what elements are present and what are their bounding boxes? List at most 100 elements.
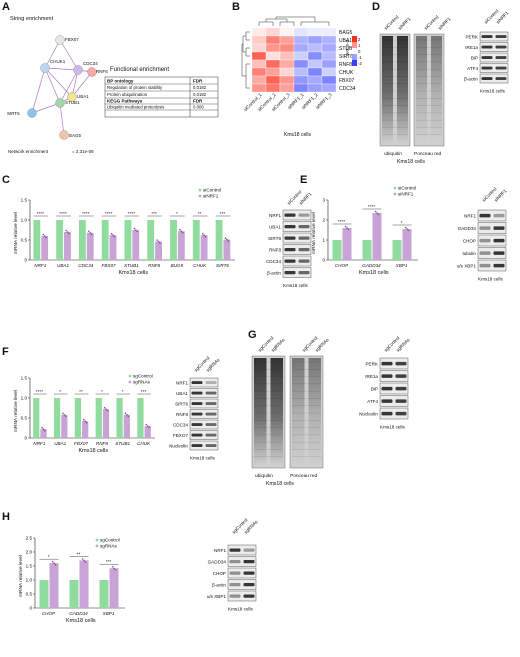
- significance-mark: ****: [37, 211, 45, 217]
- network-node: [67, 92, 77, 102]
- legend-label: siNRF1: [398, 192, 414, 197]
- bar-sgControl: [69, 580, 79, 608]
- legend-label: siControl: [203, 188, 221, 193]
- x-tick-label: CHUK: [193, 263, 207, 268]
- bar-sgControl: [95, 398, 102, 438]
- heatmap-cell: [279, 51, 295, 61]
- heatmap-cell: [251, 67, 267, 77]
- heatmap-cell: [265, 51, 281, 61]
- y-tick-label: 2.5: [26, 536, 33, 541]
- x-tick-label: FBX07: [74, 441, 88, 446]
- significance-mark: *: [48, 554, 50, 560]
- legend-marker: [393, 186, 397, 190]
- heatmap-cell: [251, 27, 267, 37]
- blot-row-c: [282, 244, 312, 255]
- bp-fdr: 0.0182: [193, 85, 207, 90]
- heatmap-cell: [321, 35, 337, 45]
- data-point: [113, 235, 116, 238]
- blot-row-g: [379, 382, 409, 395]
- bar-siNRF1: [372, 213, 382, 260]
- blot-label-d-right: PERK: [465, 34, 478, 39]
- network-node-label: UBA1: [77, 94, 89, 99]
- d-ponceau-blot: [413, 33, 445, 147]
- bar-sgRNAs: [79, 560, 89, 608]
- significance-mark: ***: [151, 211, 157, 217]
- heatmap-cell: [251, 83, 267, 93]
- bar-siNRF1: [342, 228, 352, 260]
- blot-caption-g: Kms18 cells: [380, 425, 405, 430]
- legend-label: sgControl: [133, 374, 153, 379]
- bar-siNRF1: [223, 239, 231, 260]
- network-edge: [59, 102, 65, 136]
- blot-row-e: [477, 209, 507, 222]
- y-axis-label: mRNA relative level: [13, 390, 19, 432]
- g-ubiquitin-blot: [251, 355, 286, 469]
- blot-label-g: PERK: [365, 362, 378, 367]
- heatmap-legend-tick: 0: [358, 49, 361, 54]
- legend-marker: [128, 380, 132, 384]
- blot-row-d-right: [479, 52, 509, 63]
- data-point: [82, 418, 85, 421]
- legend-label: siControl: [398, 186, 416, 191]
- panel-letter-f: F: [2, 346, 9, 358]
- blot-label-h: CHOP: [213, 571, 226, 576]
- data-point: [85, 421, 88, 424]
- blot-caption-c: Kms18 cells: [283, 283, 308, 288]
- heatmap-xlabel: Kms18 cells: [284, 132, 311, 138]
- blot-label-f: SIRT6: [175, 401, 188, 406]
- fdr-header: FDR: [193, 79, 203, 84]
- x-axis-label: Kms18 cells: [119, 270, 149, 276]
- heatmap-cell: [279, 83, 295, 93]
- heatmap-cell: [307, 59, 323, 69]
- g-cells-label: Kms18 cells: [266, 481, 294, 487]
- data-point: [204, 235, 207, 238]
- heatmap-cell: [293, 27, 309, 37]
- heatmap-cell: [279, 59, 295, 69]
- data-point: [105, 408, 107, 411]
- blot-row-g: [379, 407, 409, 420]
- data-point: [53, 562, 55, 564]
- heatmap-cell: [265, 43, 281, 53]
- data-point: [65, 229, 67, 232]
- bar-sgControl: [116, 398, 123, 438]
- heatmap-cell: [321, 27, 337, 37]
- heatmap-cell: [279, 35, 295, 45]
- y-tick-label: 1.0: [26, 578, 33, 583]
- heatmap-row-label: FBX07: [339, 78, 355, 84]
- d-cells-label: Kms18 cells: [397, 159, 425, 165]
- network-enrichment-label: Network enrichment: [8, 149, 49, 154]
- x-tick-label: GADD34: [69, 611, 88, 616]
- significance-mark: **: [77, 551, 81, 557]
- blot-label-e: u/s XBP1: [457, 264, 477, 269]
- bar-siControl: [124, 220, 132, 260]
- bar-siControl: [78, 220, 86, 260]
- blot-label-c: β-actin: [267, 271, 281, 276]
- heatmap-cell: [321, 83, 337, 93]
- significance-mark: ****: [338, 219, 346, 225]
- heatmap-cell: [307, 83, 323, 93]
- network-node: [55, 35, 65, 45]
- bar-chart-c: 00.51.01.5NRF1****UBA1****CDC34****FBX07…: [21, 188, 235, 276]
- blot-row-c: [282, 267, 312, 278]
- bar-sgRNAs: [40, 429, 47, 438]
- blot-label-c: UBA1: [269, 225, 281, 230]
- blot-row-f: [189, 409, 219, 419]
- data-point: [377, 213, 380, 216]
- bar-siNRF1: [41, 236, 49, 260]
- heatmap-cell: [265, 27, 281, 37]
- heatmap-cell: [307, 67, 323, 77]
- heatmap-cell: [321, 43, 337, 53]
- data-point: [90, 233, 93, 236]
- data-point: [404, 226, 407, 229]
- blot-label-f: FBXO7: [173, 433, 189, 438]
- x-tick-label: BUG5: [171, 263, 184, 268]
- heatmap-cell: [321, 59, 337, 69]
- bar-sgRNAs: [144, 426, 151, 438]
- x-axis-label: Kms18 cells: [66, 618, 96, 624]
- blot-caption-h: Kms18 cells: [228, 607, 253, 612]
- heatmap-cell: [251, 59, 267, 69]
- network-enrichment-value: = 2.31e-08: [72, 149, 94, 154]
- network-node: [59, 130, 69, 140]
- network-node-label: CDC34: [83, 61, 98, 66]
- blot-row-e: [477, 222, 507, 234]
